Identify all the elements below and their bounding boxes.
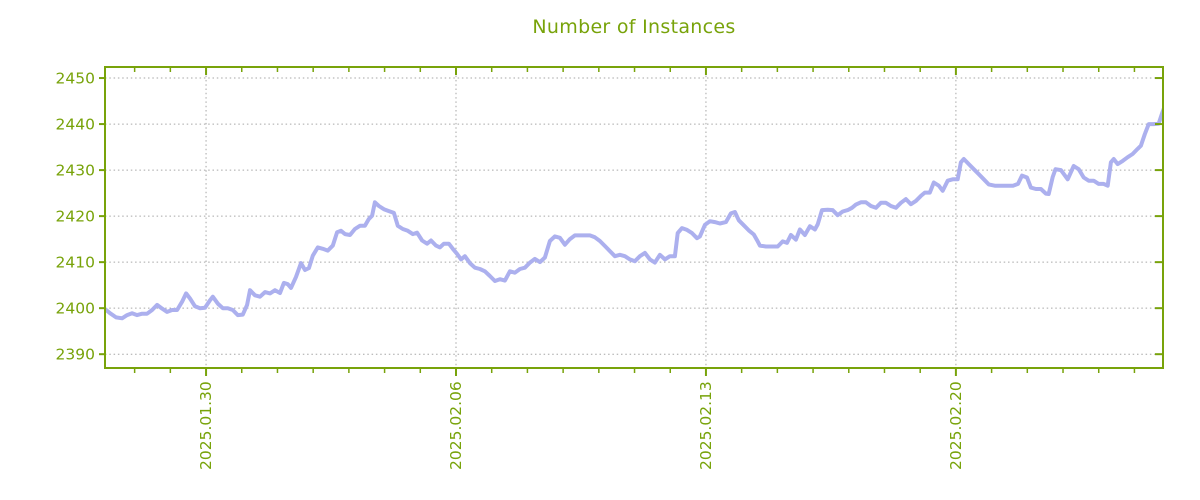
plot-border [104,66,1164,369]
y-tick-label: 2410 [56,254,95,272]
instances-series-line [105,107,1163,321]
x-tick-label: 2025.02.13 [697,381,715,470]
x-tick-label: 2025.02.20 [947,381,965,470]
y-tick-label: 2440 [56,116,95,134]
y-tick-label: 2420 [56,208,95,226]
y-tick-label: 2430 [56,162,95,180]
y-tick-label: 2450 [56,70,95,88]
chart-title: Number of Instances [532,16,736,38]
y-tick-label: 2400 [56,300,95,318]
x-tick-label: 2025.02.06 [447,381,465,470]
x-tick-label: 2025.01.30 [197,381,215,470]
y-tick-label: 2390 [56,346,95,364]
